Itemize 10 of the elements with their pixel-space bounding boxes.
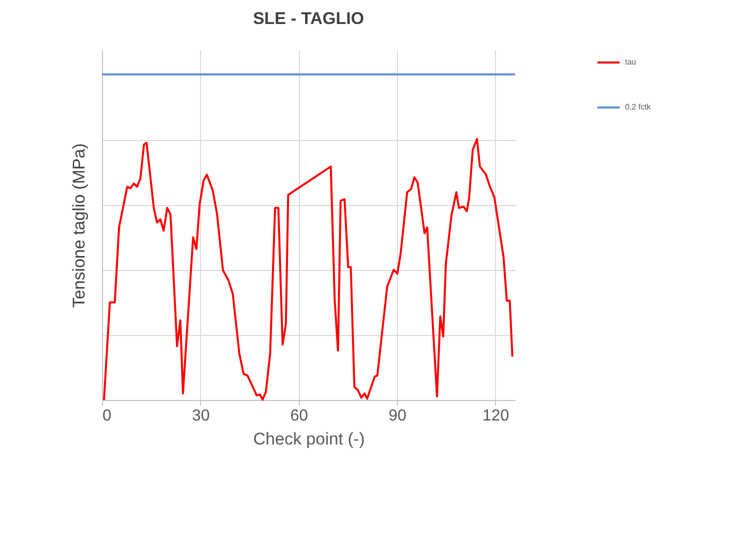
y-axis-title: Tensione taglio (MPa) <box>70 143 88 308</box>
x-axis-title: Check point (-) <box>253 430 365 448</box>
x-tick-label: 120 <box>482 408 510 424</box>
legend-label: 0,2 fctk <box>625 102 652 112</box>
x-tick-label: 90 <box>388 408 406 424</box>
x-tick-label: 60 <box>290 408 308 424</box>
legend-label: tau <box>625 58 636 66</box>
x-tick-label: 30 <box>192 408 210 424</box>
chart-title: SLE - TAGLIO <box>252 9 364 28</box>
x-tick-label: 0 <box>102 408 112 424</box>
